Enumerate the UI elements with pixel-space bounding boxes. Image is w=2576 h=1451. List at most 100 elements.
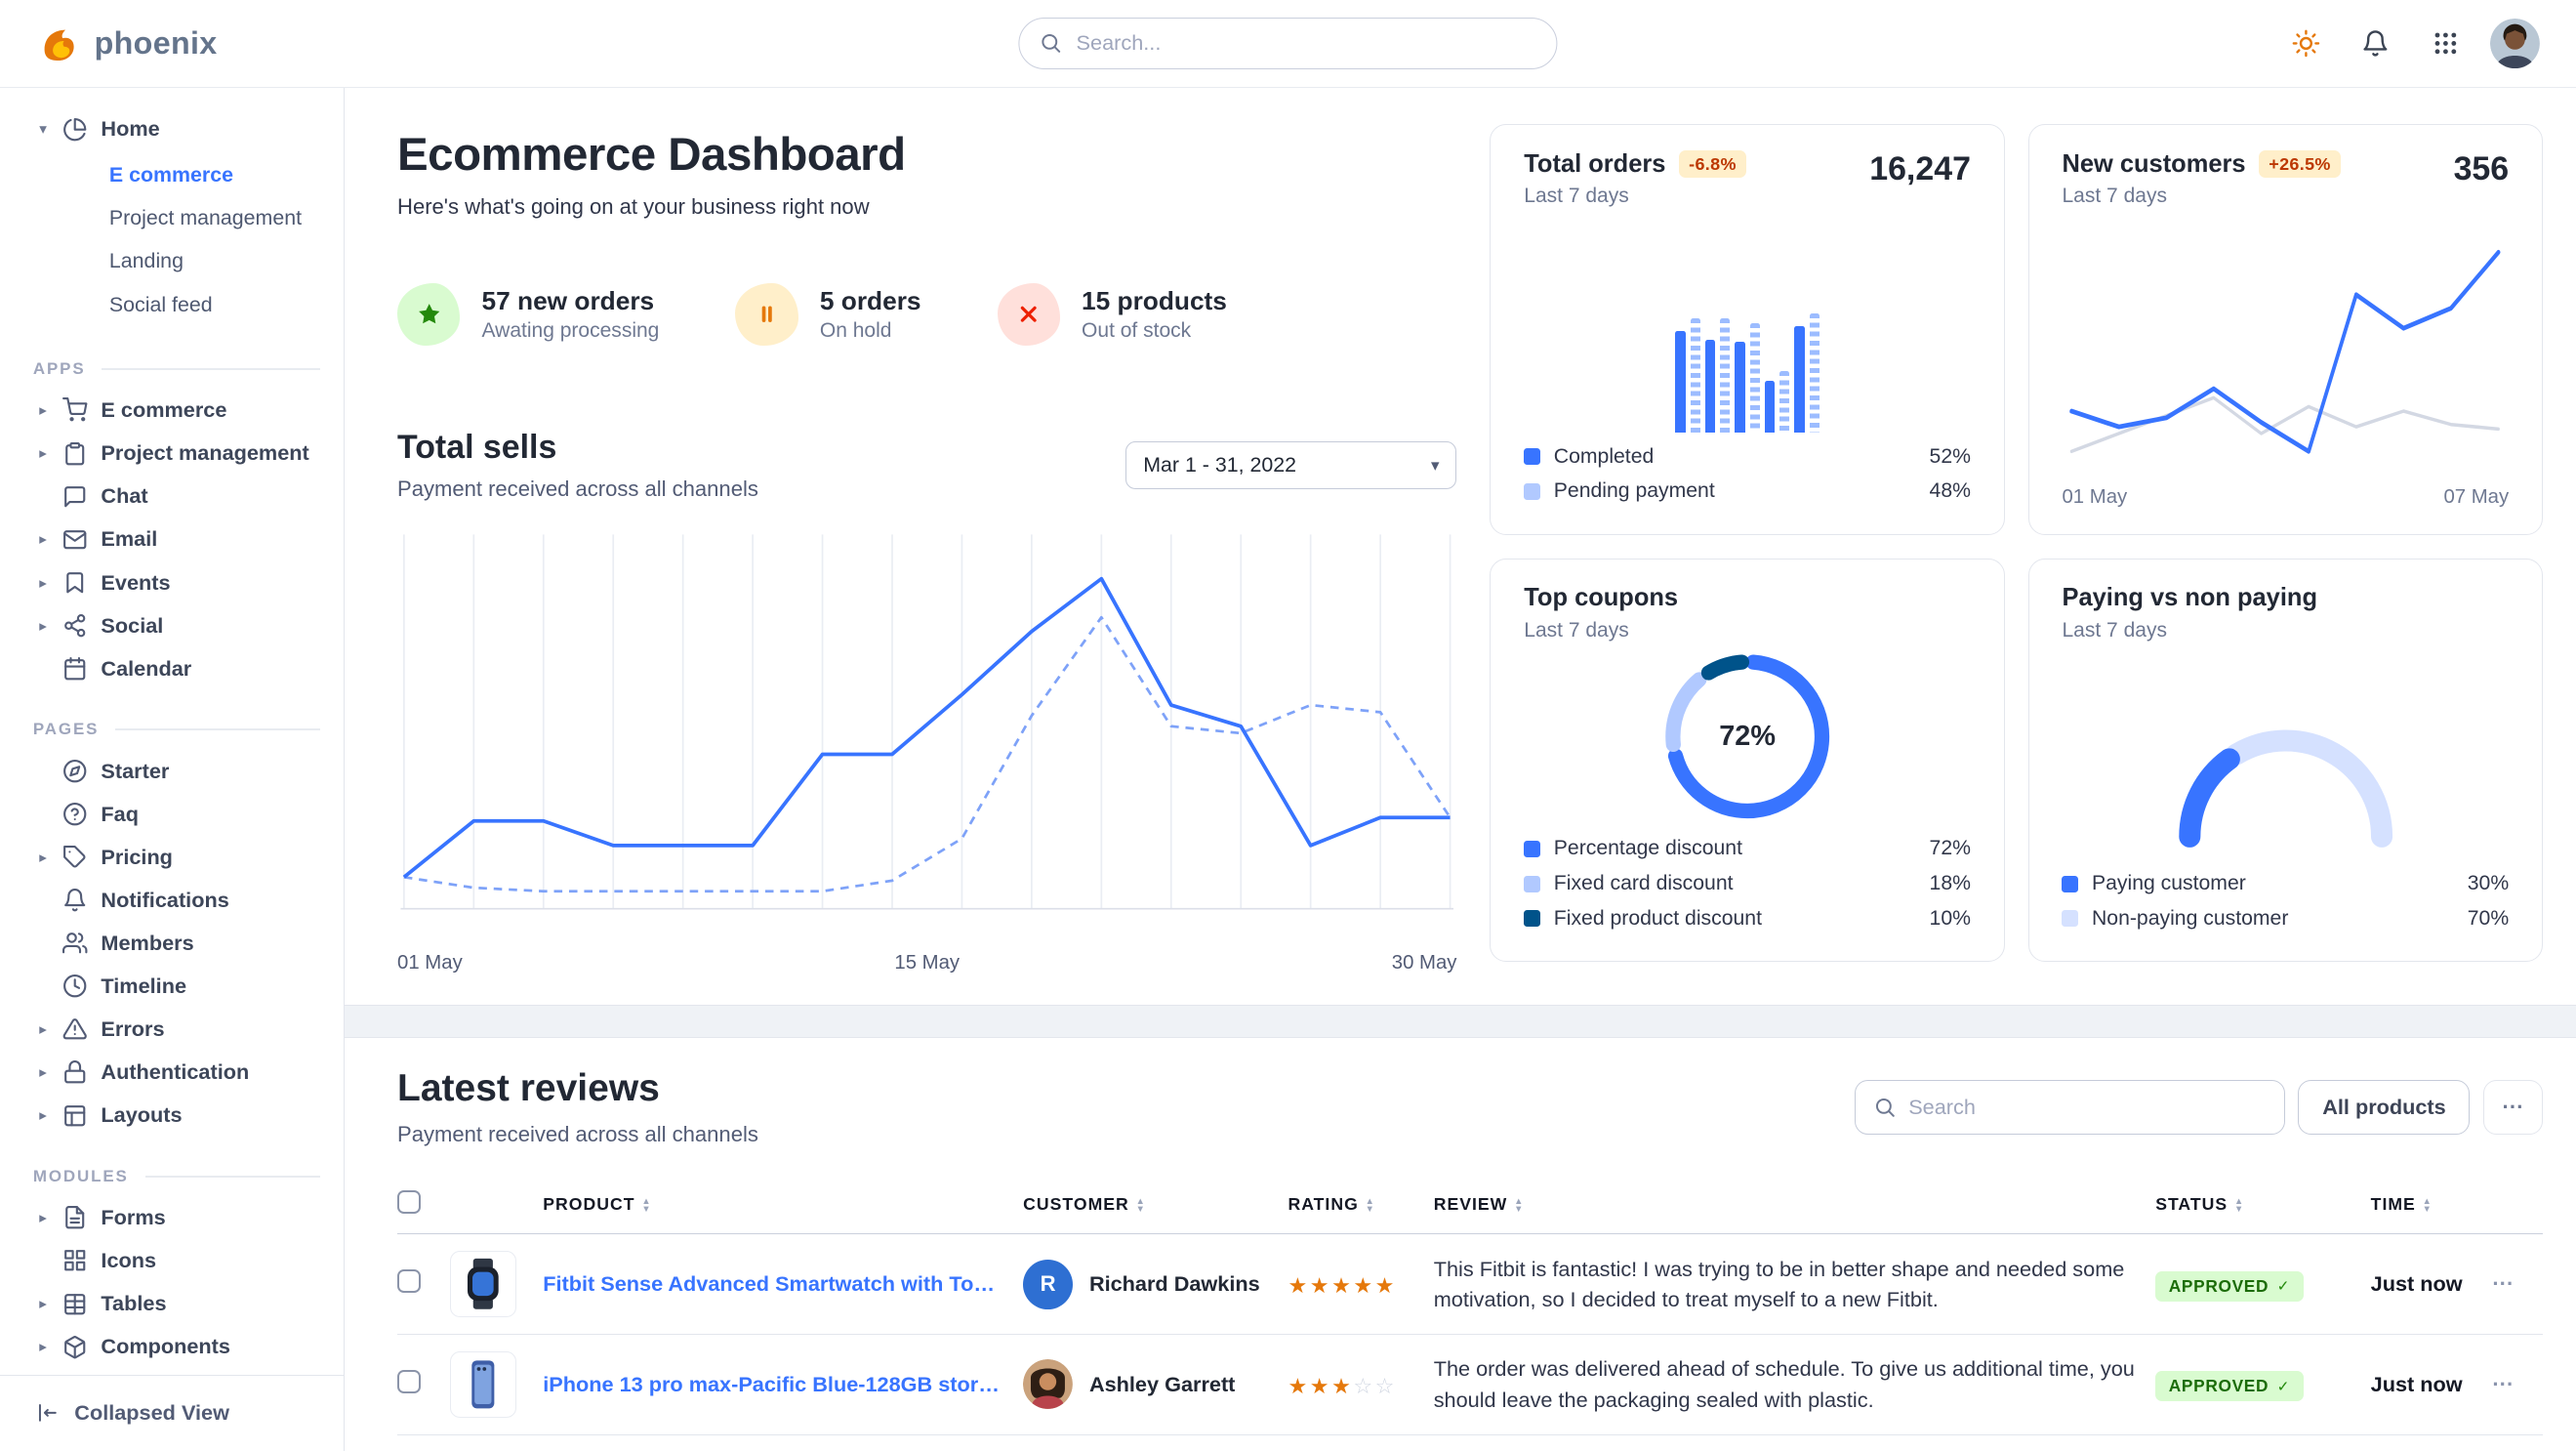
search-input[interactable] bbox=[1018, 18, 1558, 69]
sidebar-item-label: Icons bbox=[101, 1248, 157, 1273]
sidebar-item-timeline[interactable]: Timeline bbox=[0, 965, 327, 1008]
caret-icon: ▸ bbox=[39, 1064, 47, 1082]
table-row: iPhone 13 pro max-Pacific Blue-128GB sto… bbox=[397, 1334, 2544, 1435]
theme-toggle-button[interactable] bbox=[2281, 19, 2331, 68]
sidebar-item-social[interactable]: ▸ Social bbox=[0, 604, 327, 647]
product-link[interactable]: iPhone 13 pro max-Pacific Blue-128GB sto… bbox=[543, 1371, 1007, 1396]
caret-icon: ▸ bbox=[39, 402, 47, 420]
star-filled-icon: ★ bbox=[1288, 1273, 1310, 1299]
sidebar-item-components[interactable]: ▸ Components bbox=[0, 1325, 327, 1368]
legend-label: Pending payment bbox=[1553, 479, 1715, 503]
review-text: This Fitbit is fantastic! I was trying t… bbox=[1433, 1256, 2125, 1312]
sidebar-item-label: Calendar bbox=[101, 655, 192, 681]
sidebar-item-errors[interactable]: ▸ Errors bbox=[0, 1008, 327, 1051]
star-filled-icon: ★ bbox=[1309, 1373, 1332, 1398]
row-checkbox[interactable] bbox=[397, 1370, 421, 1393]
column-header-customer[interactable]: CUSTOMER ▲ ▼ bbox=[1023, 1174, 1288, 1235]
apps-menu-button[interactable] bbox=[2421, 19, 2471, 68]
caret-icon: ▸ bbox=[39, 1021, 47, 1039]
sidebar-subitem-project-management[interactable]: Project management bbox=[108, 206, 303, 230]
sidebar-item-email[interactable]: ▸ Email bbox=[0, 518, 327, 560]
search-icon bbox=[1873, 1096, 1897, 1119]
help-icon bbox=[62, 802, 87, 826]
sidebar-item-calendar[interactable]: Calendar bbox=[0, 647, 327, 690]
collapse-sidebar-button[interactable]: Collapsed View bbox=[0, 1374, 344, 1451]
column-header-status[interactable]: STATUS ▲ ▼ bbox=[2155, 1174, 2371, 1235]
column-header-review[interactable]: REVIEW ▲ ▼ bbox=[1433, 1174, 2156, 1235]
sidebar-item-icons[interactable]: Icons bbox=[0, 1239, 327, 1282]
sidebar-item-project-management[interactable]: ▸ Project management bbox=[0, 432, 327, 475]
select-all-checkbox[interactable] bbox=[397, 1190, 421, 1215]
product-image bbox=[450, 1251, 517, 1318]
legend-item: Pending payment 48% bbox=[1524, 474, 1971, 509]
sidebar-item-label: Components bbox=[101, 1334, 230, 1359]
sidebar-item-faq[interactable]: Faq bbox=[0, 793, 327, 836]
customer-avatar bbox=[1023, 1359, 1073, 1410]
sidebar-item-pricing[interactable]: ▸ Pricing bbox=[0, 836, 327, 879]
rating-stars: ★★★☆☆ bbox=[1288, 1374, 1396, 1398]
sidebar-item-authentication[interactable]: ▸ Authentication bbox=[0, 1051, 327, 1094]
grid-icon bbox=[62, 1248, 87, 1272]
sidebar-item-home[interactable]: ▾ Home bbox=[0, 107, 327, 150]
order-bar bbox=[1749, 322, 1760, 433]
user-avatar[interactable] bbox=[2489, 19, 2540, 68]
stat-out-of-stock: 15 products Out of stock bbox=[997, 282, 1227, 346]
customer-avatar: R bbox=[1023, 1259, 1073, 1309]
reviews-more-button[interactable]: ··· bbox=[2483, 1080, 2544, 1136]
legend-label: Paying customer bbox=[2092, 872, 2246, 895]
row-checkbox[interactable] bbox=[397, 1269, 421, 1294]
sidebar-subitem-social-feed[interactable]: Social feed bbox=[108, 292, 213, 316]
row-actions-button[interactable]: ··· bbox=[2479, 1334, 2544, 1435]
legend-label: Non-paying customer bbox=[2092, 906, 2289, 930]
star-filled-icon: ★ bbox=[1353, 1273, 1375, 1299]
all-products-button[interactable]: All products bbox=[2298, 1080, 2471, 1136]
caret-icon: ▾ bbox=[39, 121, 47, 139]
legend-item: Paying customer 30% bbox=[2062, 866, 2509, 901]
column-header-product[interactable]: PRODUCT ▲ ▼ bbox=[543, 1174, 1024, 1235]
legend-item: Non-paying customer 70% bbox=[2062, 901, 2509, 936]
row-actions-button[interactable]: ··· bbox=[2479, 1233, 2544, 1336]
x-icon bbox=[1016, 302, 1041, 326]
order-bar bbox=[1764, 381, 1776, 433]
sidebar-item-starter[interactable]: Starter bbox=[0, 750, 327, 793]
sidebar-nav: ▾ Home E commerce Project management Landing… bbox=[0, 107, 327, 1368]
clipboard-icon bbox=[62, 441, 87, 466]
customer-cell: R Richard Dawkins bbox=[1023, 1259, 1271, 1309]
sidebar-subitem-e-commerce[interactable]: E commerce bbox=[108, 163, 233, 187]
legend-value: 10% bbox=[1929, 906, 1971, 930]
star-filled-icon: ★ bbox=[1309, 1273, 1332, 1299]
sidebar-item-e-commerce[interactable]: ▸ E commerce bbox=[0, 389, 327, 432]
sidebar-item-members[interactable]: Members bbox=[0, 922, 327, 965]
sidebar-item-notifications[interactable]: Notifications bbox=[0, 879, 327, 922]
sidebar-item-tables[interactable]: ▸ Tables bbox=[0, 1282, 327, 1325]
legend-value: 72% bbox=[1929, 837, 1971, 860]
coupons-donut-chart: 72% bbox=[1524, 649, 1971, 825]
lock-icon bbox=[62, 1059, 87, 1084]
total-sells-title: Total sells bbox=[397, 428, 557, 466]
order-bar bbox=[1704, 339, 1716, 433]
table-row: Fitbit Sense Advanced Smartwatch with To… bbox=[397, 1233, 2544, 1336]
sidebar-item-forms[interactable]: ▸ Forms bbox=[0, 1196, 327, 1239]
legend-swatch bbox=[1524, 910, 1541, 928]
caret-icon: ▸ bbox=[39, 1339, 47, 1356]
sidebar-item-events[interactable]: ▸ Events bbox=[0, 561, 327, 604]
product-link[interactable]: Fitbit Sense Advanced Smartwatch with To… bbox=[543, 1271, 1007, 1297]
date-range-select[interactable]: Mar 1 - 31, 2022 ▾ bbox=[1125, 440, 1457, 489]
phoenix-logo-icon bbox=[44, 29, 74, 61]
column-header-rating[interactable]: RATING ▲ ▼ bbox=[1288, 1174, 1434, 1235]
caret-icon: ▸ bbox=[39, 445, 47, 463]
card-period: Last 7 days bbox=[1524, 185, 1629, 208]
customer-name: Ashley Garrett bbox=[1088, 1371, 1236, 1396]
phoenix-logo[interactable]: phoenix bbox=[36, 21, 217, 66]
sidebar-section-label: APPS bbox=[33, 359, 327, 379]
sidebar-item-chat[interactable]: Chat bbox=[0, 475, 327, 518]
reviews-search-input[interactable] bbox=[1854, 1080, 2285, 1136]
sidebar-item-layouts[interactable]: ▸ Layouts bbox=[0, 1094, 327, 1137]
column-header-time[interactable]: TIME ▲ ▼ bbox=[2370, 1174, 2480, 1235]
compass-icon bbox=[62, 759, 87, 783]
sidebar-subitem-landing[interactable]: Landing bbox=[108, 249, 184, 273]
notifications-button[interactable] bbox=[2351, 19, 2400, 68]
caret-icon: ▸ bbox=[39, 574, 47, 592]
sidebar-item-label: Pricing bbox=[101, 844, 173, 869]
caret-icon: ▸ bbox=[39, 617, 47, 635]
